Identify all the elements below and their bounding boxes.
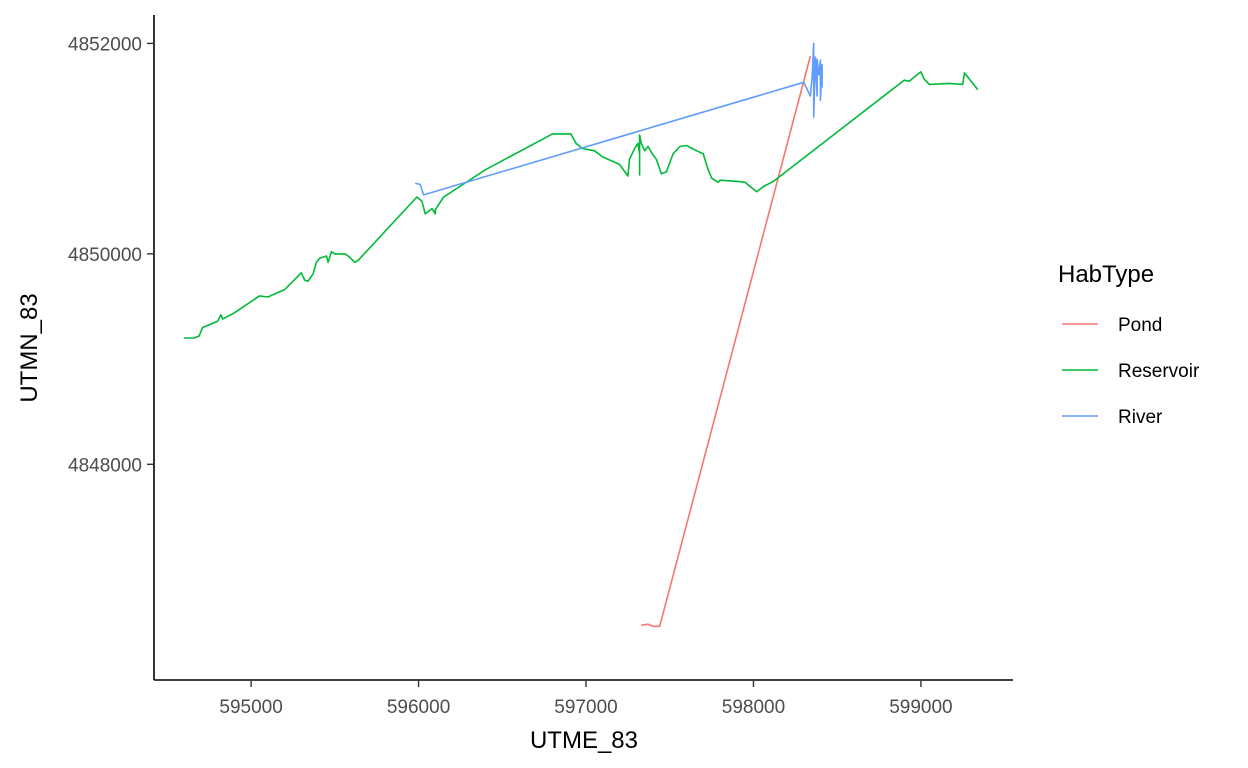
series-line-pond	[641, 55, 812, 628]
legend-label-pond: Pond	[1118, 315, 1162, 336]
x-tick-label: 597000	[554, 697, 617, 718]
legend-label-river: River	[1118, 407, 1163, 428]
series-line-river	[415, 42, 823, 196]
x-tick-label: 595000	[219, 697, 282, 718]
x-ticks: 595000 596000 597000 598000 599000	[219, 680, 953, 718]
y-ticks: 4848000 4850000 4852000	[68, 34, 154, 476]
series-layer	[184, 42, 979, 628]
x-tick-label: 599000	[889, 697, 952, 718]
y-tick-label: 4852000	[68, 34, 142, 55]
legend-title: HabType	[1058, 261, 1154, 288]
y-axis-title: UTMN_83	[16, 293, 43, 402]
legend-label-reservoir: Reservoir	[1118, 361, 1200, 382]
x-tick-label: 596000	[387, 697, 450, 718]
x-axis-title: UTME_83	[530, 727, 638, 754]
series-line-reservoir	[184, 71, 979, 339]
x-tick-label: 598000	[722, 697, 785, 718]
legend: HabType Pond Reservoir River	[1058, 261, 1200, 428]
y-tick-label: 4848000	[68, 455, 142, 476]
y-tick-label: 4850000	[68, 245, 142, 266]
